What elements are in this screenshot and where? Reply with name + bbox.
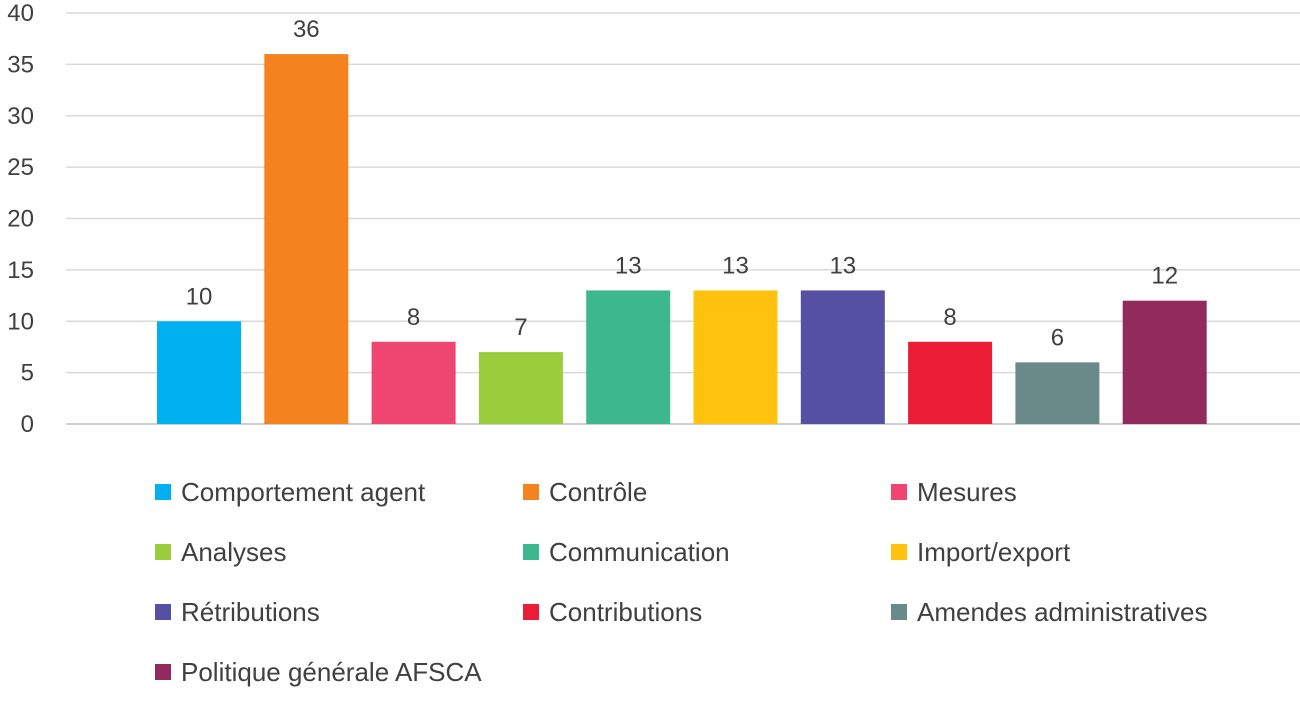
legend-label: Amendes administratives <box>917 596 1208 627</box>
y-tick-label: 15 <box>7 257 34 284</box>
bar-value-label: 8 <box>407 304 420 331</box>
legend-label: Comportement agent <box>181 476 426 507</box>
y-tick-label: 0 <box>21 411 34 438</box>
legend-label: Contributions <box>549 596 703 627</box>
bar <box>1122 300 1207 424</box>
legend-item: Communication <box>523 530 891 574</box>
legend-swatch <box>523 484 539 500</box>
bar <box>371 341 456 424</box>
legend-label: Rétributions <box>181 596 320 627</box>
legend-swatch <box>155 604 171 620</box>
legend-swatch <box>891 484 907 500</box>
legend-swatch <box>155 544 171 560</box>
legend-label: Analyses <box>181 536 287 567</box>
legend-swatch <box>155 484 171 500</box>
y-tick-label: 25 <box>7 154 34 181</box>
bar-value-label: 36 <box>293 16 320 43</box>
legend-swatch <box>523 604 539 620</box>
legend-label: Import/export <box>917 536 1071 567</box>
y-tick-label: 5 <box>21 360 34 387</box>
bar-value-label: 8 <box>943 304 956 331</box>
legend-item: Politique générale AFSCA <box>155 650 523 694</box>
bar-value-label: 13 <box>829 252 856 279</box>
y-tick-label: 35 <box>7 51 34 78</box>
bar <box>264 54 349 424</box>
y-tick-label: 30 <box>7 103 34 130</box>
bar <box>693 290 778 424</box>
y-tick-label: 20 <box>7 206 34 233</box>
y-tick-label: 10 <box>7 308 34 335</box>
legend-swatch <box>155 664 171 680</box>
legend-label: Communication <box>549 536 730 567</box>
legend-swatch <box>523 544 539 560</box>
bar <box>157 321 241 424</box>
bar-value-label: 6 <box>1051 324 1064 351</box>
chart-legend: Comportement agent Contrôle Mesures Analyse… <box>155 470 1275 710</box>
legend-swatch <box>891 544 907 560</box>
bar <box>908 341 993 424</box>
bar-value-label: 13 <box>615 252 642 279</box>
legend-item: Amendes administratives <box>891 590 1275 634</box>
legend-item: Comportement agent <box>155 470 523 514</box>
legend-item: Contributions <box>523 590 891 634</box>
legend-item: Contrôle <box>523 470 891 514</box>
bar-value-label: 7 <box>514 314 527 341</box>
bar-chart-plot: 0 5 10 15 20 25 30 35 40 10 36 8 7 13 13 13 8 6 12 <box>7 0 1300 438</box>
legend-label: Politique générale AFSCA <box>181 656 482 687</box>
bar <box>478 352 563 424</box>
legend-item: Mesures <box>891 470 1275 514</box>
legend-item: Rétributions <box>155 590 523 634</box>
legend-item: Analyses <box>155 530 523 574</box>
bar <box>1015 362 1100 424</box>
legend-item: Import/export <box>891 530 1275 574</box>
legend-label: Mesures <box>917 476 1017 507</box>
bar-value-label: 13 <box>722 252 749 279</box>
bar <box>800 290 885 424</box>
legend-label: Contrôle <box>549 476 648 507</box>
bar-value-label: 12 <box>1151 263 1178 290</box>
bar <box>586 290 671 424</box>
legend-swatch <box>891 604 907 620</box>
y-tick-label: 40 <box>7 0 34 27</box>
bar-value-label: 10 <box>186 283 213 310</box>
